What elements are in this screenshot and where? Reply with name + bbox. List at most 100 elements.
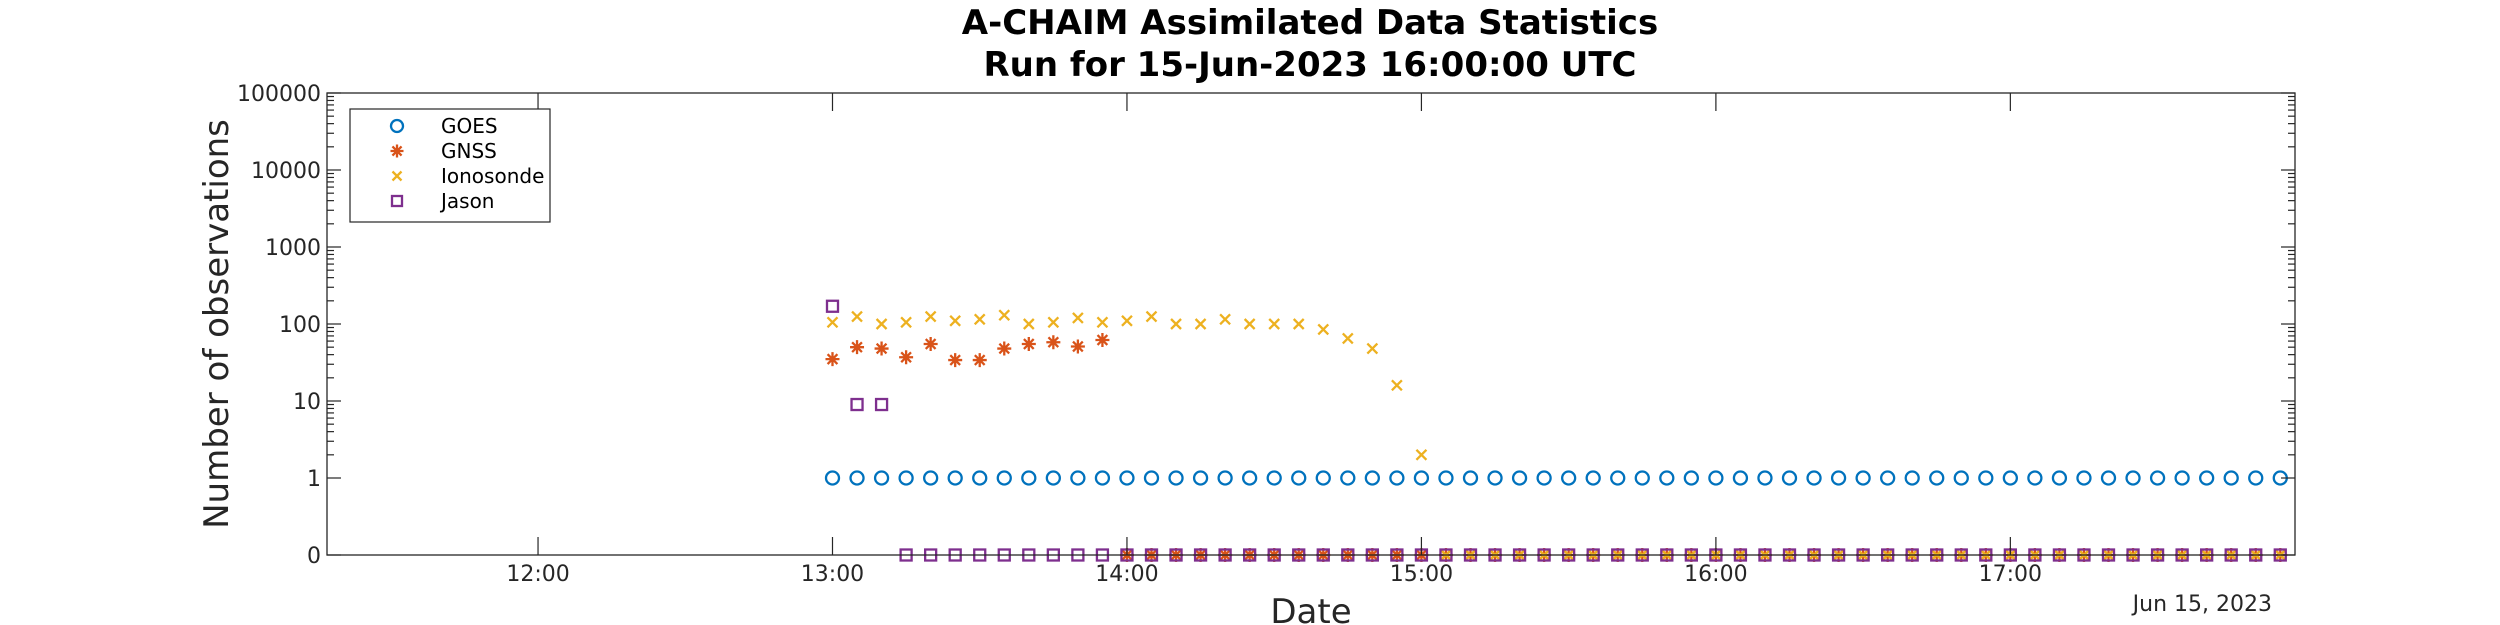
goes-point (1610, 470, 1626, 486)
goes-point (2076, 470, 2092, 486)
goes-point (2248, 470, 2264, 486)
gnss-point (874, 341, 889, 356)
jason-point (874, 397, 889, 412)
chart-title: A-CHAIM Assimilated Data Statistics Run … (962, 3, 1658, 85)
ionosonde-point (900, 316, 912, 329)
y-tick-label: 10000 (251, 159, 321, 184)
goes-point (2174, 470, 2190, 486)
legend-label-ionosonde: Ionosonde (441, 164, 544, 188)
x-axis-label: Date (1270, 592, 1351, 625)
goes-point (1242, 470, 1258, 486)
jason-point (825, 299, 840, 313)
y-tick-label: 1000 (265, 236, 321, 261)
legend-label-goes: GOES (441, 114, 498, 138)
ionosonde-point (875, 318, 888, 330)
goes-point (1806, 470, 1822, 486)
ionosonde-point (851, 310, 863, 323)
goes-point (1708, 470, 1724, 486)
goes-point (1757, 470, 1773, 486)
goes-point (1217, 470, 1233, 486)
jason-point (850, 397, 864, 412)
goes-point (1561, 470, 1577, 486)
legend-marker-gnss (390, 144, 404, 158)
goes-point (1070, 470, 1086, 486)
goes-point (1413, 470, 1430, 486)
x-axis-date-label: Jun 15, 2023 (2131, 592, 2272, 617)
chart-title-line-1: A-CHAIM Assimilated Data Statistics (962, 3, 1658, 43)
goes-point (1880, 470, 1896, 486)
goes-point (972, 470, 988, 486)
goes-point (1536, 470, 1552, 486)
goes-point (873, 470, 890, 486)
goes-point (2149, 470, 2166, 486)
goes-point (1929, 470, 1945, 486)
legend-marker-goes (389, 118, 405, 134)
goes-point (1315, 470, 1331, 486)
goes-point (1291, 470, 1307, 486)
y-tick-label: 0 (307, 544, 321, 569)
legend-marker-jason (390, 194, 404, 208)
goes-point (1266, 470, 1282, 486)
goes-point (1438, 470, 1454, 486)
ionosonde-point (1170, 318, 1182, 330)
x-tick-label: 14:00 (1095, 562, 1158, 587)
goes-point (1781, 470, 1798, 486)
ionosonde-point (1317, 323, 1330, 336)
goes-point (1168, 470, 1184, 486)
gnss-point (1021, 336, 1036, 351)
goes-point (1511, 470, 1528, 486)
gnss-point (1046, 335, 1061, 350)
ionosonde-point (826, 316, 839, 329)
goes-point (1045, 470, 1061, 486)
goes-point (1683, 470, 1699, 486)
goes-point (1978, 470, 1994, 486)
gnss-point (923, 336, 938, 351)
goes-point (1340, 470, 1356, 486)
series-goes (824, 470, 2288, 486)
goes-point (2027, 470, 2043, 486)
gnss-point (948, 353, 963, 368)
goes-point (2051, 470, 2068, 486)
goes-point (2223, 470, 2239, 486)
ionosonde-point (1415, 449, 1428, 461)
x-tick-label: 15:00 (1390, 562, 1453, 587)
goes-point (849, 470, 865, 486)
plot-area (327, 93, 2295, 555)
goes-point (1192, 470, 1209, 486)
legend-label-jason: Jason (439, 189, 495, 213)
goes-point (1021, 470, 1037, 486)
legend-label-gnss: GNSS (441, 139, 497, 163)
ionosonde-point (1022, 318, 1035, 330)
goes-point (996, 470, 1012, 486)
goes-point (1732, 470, 1749, 486)
goes-point (1634, 470, 1650, 486)
goes-point (1389, 470, 1405, 486)
ionosonde-point (1366, 342, 1379, 355)
ionosonde-point (1243, 318, 1256, 330)
goes-point (1830, 470, 1847, 486)
y-tick-label: 10 (293, 390, 321, 415)
gnss-point (997, 341, 1012, 356)
ionosonde-point (998, 309, 1011, 322)
goes-point (1143, 470, 1160, 486)
x-tick-label: 16:00 (1684, 562, 1747, 587)
goes-point (1904, 470, 1920, 486)
chart-title-line-2: Run for 15-Jun-2023 16:00:00 UTC (984, 45, 1637, 85)
goes-point (923, 470, 939, 486)
y-tick-label: 100 (279, 313, 321, 338)
ionosonde-point (1194, 318, 1207, 330)
ionosonde-point (1047, 316, 1060, 329)
goes-point (1364, 470, 1380, 486)
goes-point (1094, 470, 1111, 486)
gnss-point (1095, 332, 1110, 347)
gnss-point (850, 340, 865, 355)
ionosonde-point (1096, 316, 1109, 329)
ionosonde-point (1341, 332, 1354, 345)
ionosonde-point (1391, 379, 1403, 392)
y-axis-label: Number of observations (197, 119, 237, 529)
ionosonde-point (1219, 313, 1231, 326)
goes-point (1487, 470, 1503, 486)
goes-point (2125, 470, 2141, 486)
y-tick-label: 1 (307, 467, 321, 492)
